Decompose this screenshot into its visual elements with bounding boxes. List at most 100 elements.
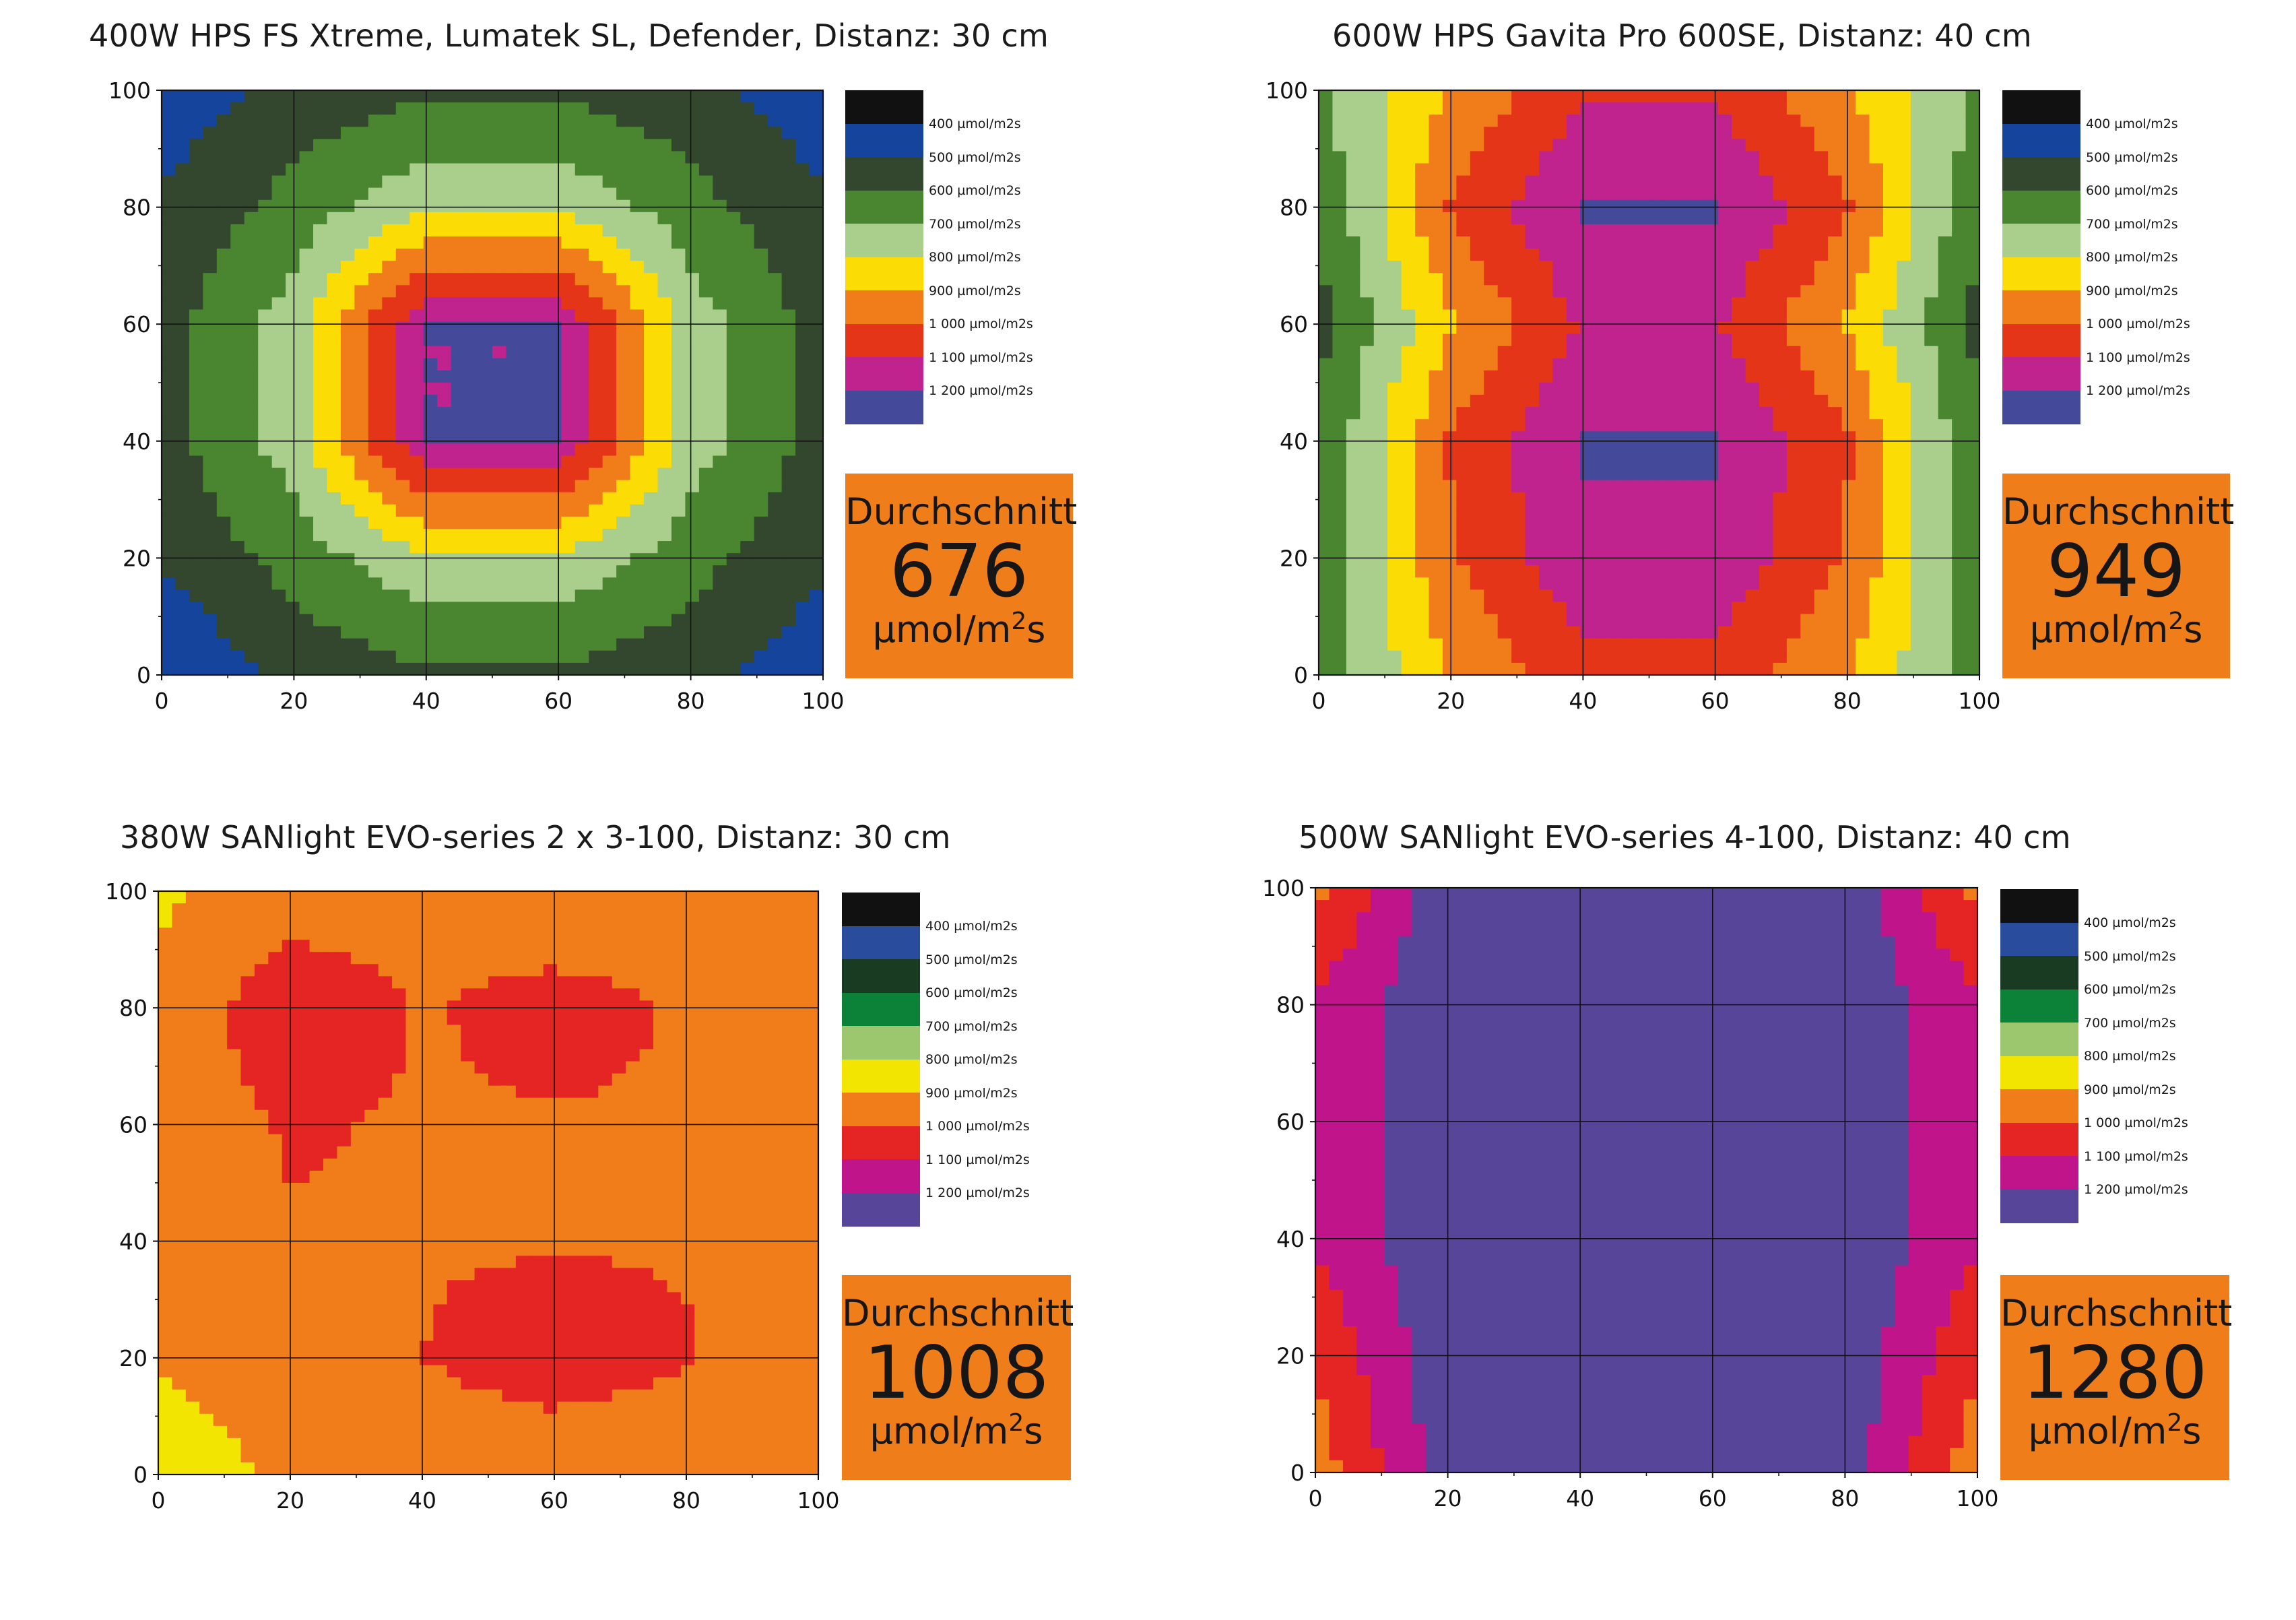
heatmap-cell [506,90,521,103]
heatmap-cell [671,187,686,201]
heatmap-cell [506,163,521,176]
heatmap-cell [433,915,448,928]
heatmap-cell [557,940,572,952]
heatmap-cell [337,903,352,916]
heatmap-cell [286,163,300,176]
heatmap-cell [309,915,324,928]
heatmap-cell [271,224,286,237]
heatmap-cell [754,199,768,213]
heatmap-cell [602,187,617,201]
heatmap-cell [286,151,300,164]
heatmap-cell [299,127,314,139]
heatmap-cell [309,903,324,916]
heatmap-cell [309,940,324,952]
heatmap-cell [327,236,341,249]
heatmap-cell [519,163,534,176]
heatmap-cell [616,224,631,237]
heatmap-cell [368,115,383,127]
heatmap-cell [644,249,659,261]
heatmap-cell [172,903,187,916]
heatmap-cell [809,151,824,164]
heatmap-cell [722,891,737,904]
heatmap-cell [216,236,231,249]
heatmap-cell [271,151,286,164]
heatmap-cell [589,175,603,189]
heatmap-cell [519,224,534,237]
heatmap-cell [533,139,548,152]
heatmap-cell [213,940,228,952]
heatmap-cell [754,151,768,164]
average-unit: µmol/m2s [2029,608,2203,651]
heatmap-cell [768,199,783,213]
heatmap-cell [506,187,521,201]
heatmap-cell [478,199,493,213]
heatmap-cell [296,891,310,904]
heatmap-cell [368,139,383,152]
heatmap-cell [368,224,383,237]
heatmap-cell [354,163,369,176]
heatmap-cell [639,915,654,928]
heatmap-cell [685,151,700,164]
legend-label: 500 µmol/m2s [929,150,1021,165]
heatmap-cell [809,127,824,139]
heatmap-cell [809,163,824,176]
heatmap-cell [598,915,613,928]
heatmap-cell [698,139,713,152]
heatmap-cell [708,940,723,952]
heatmap-cell [561,236,576,249]
heatmap-cell [589,224,603,237]
heatmap-cell [602,115,617,127]
heatmap-cell [791,915,806,928]
heatmap-cell [492,102,507,115]
heatmap-cell [271,102,286,115]
legend-label: 1 100 µmol/m2s [929,350,1033,365]
heatmap-cell [713,187,727,201]
heatmap-cell [268,903,283,916]
heatmap-cell [809,212,824,225]
heatmap-cell [749,903,764,916]
heatmap-cell [653,928,668,940]
average-label: Durchschnitt [2002,490,2235,533]
heatmap-cell [698,151,713,164]
heatmap-cell [244,187,259,201]
heatmap-cell [713,90,727,103]
heatmap-cell [671,90,686,103]
heatmap-cell [626,940,641,952]
heatmap-cell [726,90,741,103]
heatmap-cell [230,115,245,127]
heatmap-cell [337,928,352,940]
heatmap-cell [382,175,397,189]
heatmap-cell [423,127,438,139]
heatmap-cell [299,236,314,249]
heatmap-cell [713,175,727,189]
heatmap-cell [175,236,190,249]
heatmap-cell [395,115,410,127]
heatmap-cell [395,249,410,261]
heatmap-cell [533,187,548,201]
heatmap-cell [506,175,521,189]
heatmap-cell [189,175,203,189]
heatmap-cell [630,212,645,225]
heatmap-cell [502,940,517,952]
heatmap-cell [244,175,259,189]
heatmap-cell [423,224,438,237]
heatmap-cell [185,940,200,952]
heatmap-cell [419,915,434,928]
heatmap-cell [515,891,530,904]
heatmap-cell [749,915,764,928]
heatmap-cell [612,940,626,952]
heatmap-cell [644,163,659,176]
heatmap-cell [340,163,356,176]
heatmap-cell [529,928,544,940]
heatmap-cell [203,90,218,103]
heatmap-cell [478,139,493,152]
heatmap-cell [781,199,796,213]
heatmap-cell [685,236,700,249]
heatmap-cell [447,940,461,952]
heatmap-cell [519,236,534,249]
heatmap-cell [423,163,438,176]
heatmap-cell [506,139,521,152]
heatmap-cell [644,151,659,164]
heatmap-cell [763,891,778,904]
heatmap-cell [694,915,709,928]
